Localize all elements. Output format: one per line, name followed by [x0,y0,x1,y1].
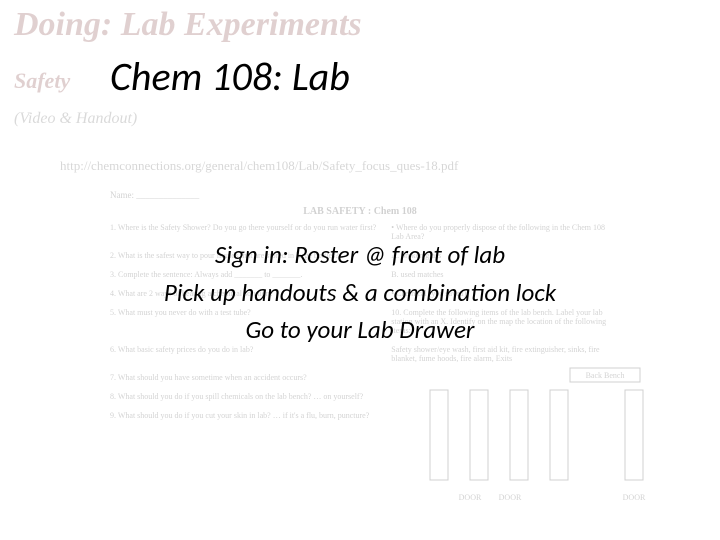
slide-body: Sign in: Roster @ front of lab Pick up h… [0,236,720,349]
foreground-slide: Chem 108: Lab Sign in: Roster @ front of… [0,0,720,540]
slide-heading: Chem 108: Lab [110,52,350,101]
slide-line-1: Sign in: Roster @ front of lab [0,236,720,274]
slide-line-2: Pick up handouts & a combination lock [0,274,720,312]
slide-line-3: Go to your Lab Drawer [0,311,720,349]
